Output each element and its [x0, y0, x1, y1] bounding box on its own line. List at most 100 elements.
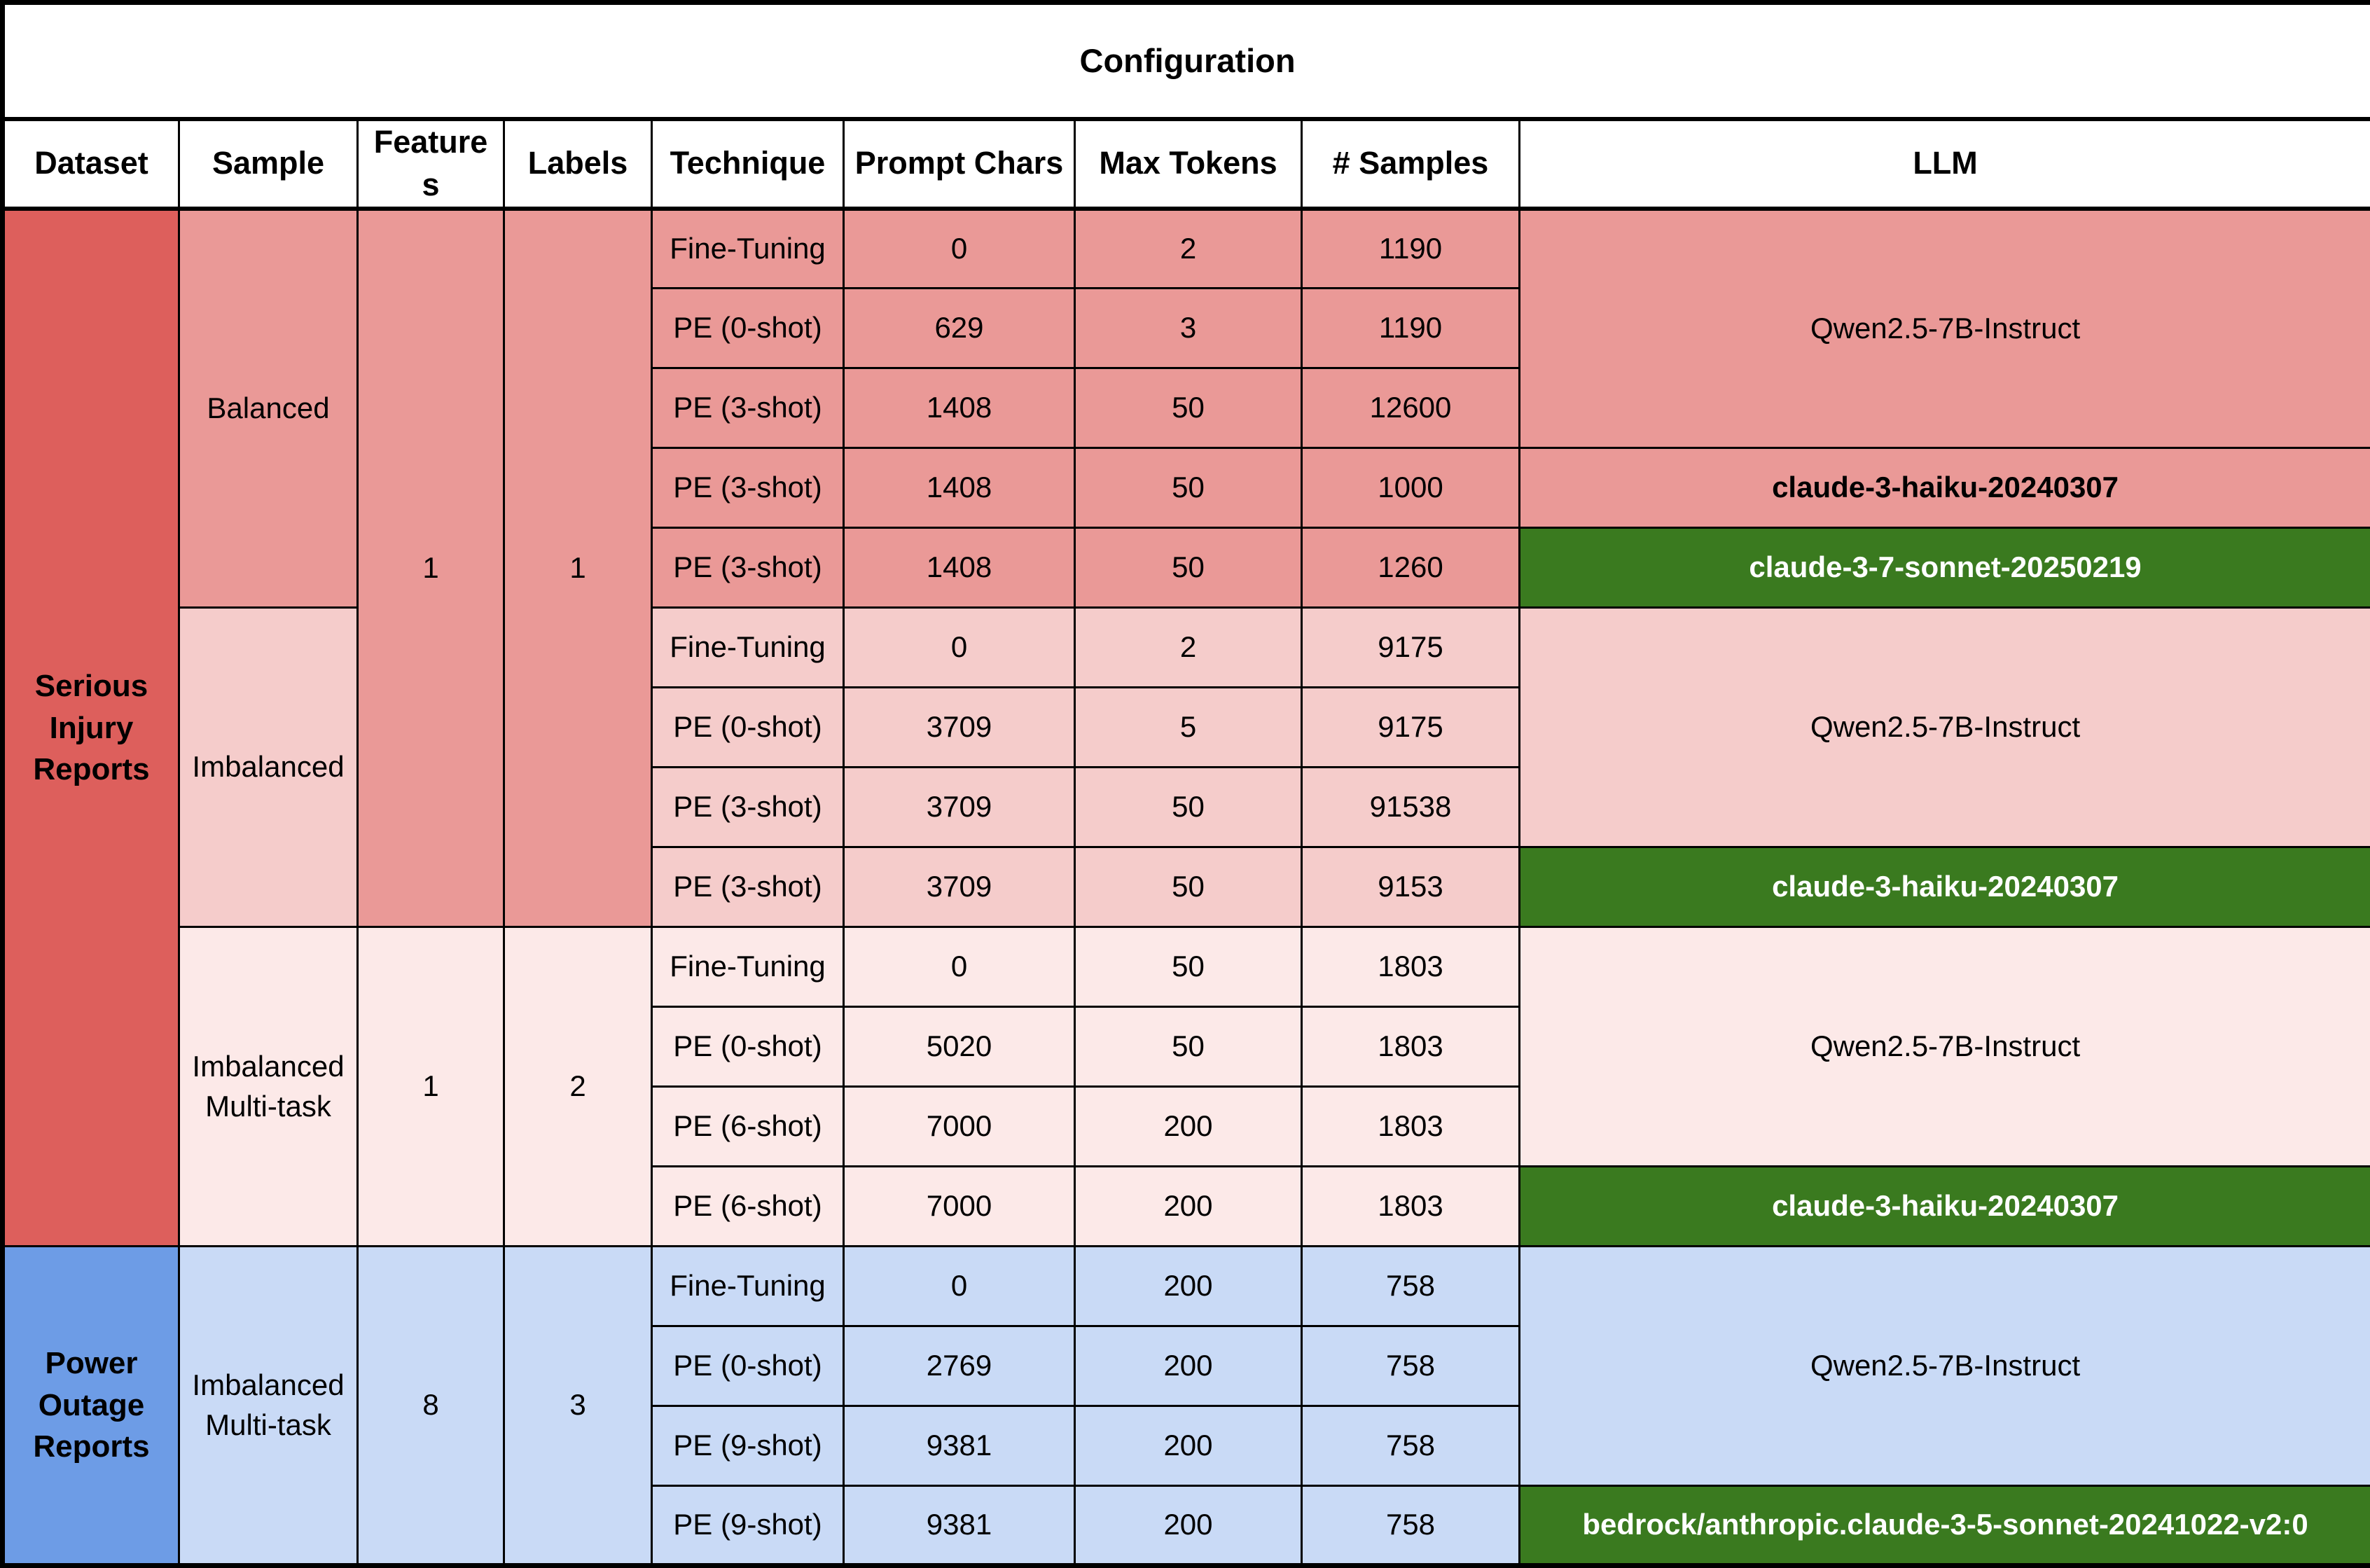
- table-title: Configuration: [3, 3, 2370, 120]
- num-samples-cell: 1803: [1302, 1167, 1520, 1247]
- prompt-chars-cell: 1408: [844, 368, 1075, 448]
- prompt-chars-cell: 3709: [844, 688, 1075, 768]
- column-header-num-samples: # Samples: [1302, 119, 1520, 209]
- llm-cell: Qwen2.5-7B-Instruct: [1520, 608, 2370, 847]
- prompt-chars-cell: 0: [844, 1247, 1075, 1326]
- technique-cell: Fine-Tuning: [652, 608, 844, 688]
- prompt-chars-cell: 629: [844, 289, 1075, 368]
- llm-cell-highlighted: claude-3-7-sonnet-20250219: [1520, 528, 2370, 608]
- max-tokens-cell: 200: [1075, 1406, 1302, 1486]
- technique-cell: PE (6-shot): [652, 1167, 844, 1247]
- num-samples-cell: 758: [1302, 1486, 1520, 1566]
- num-samples-cell: 1260: [1302, 528, 1520, 608]
- prompt-chars-cell: 3709: [844, 768, 1075, 847]
- prompt-chars-cell: 9381: [844, 1486, 1075, 1566]
- technique-cell: PE (0-shot): [652, 688, 844, 768]
- prompt-chars-cell: 1408: [844, 528, 1075, 608]
- max-tokens-cell: 5: [1075, 688, 1302, 768]
- technique-cell: PE (0-shot): [652, 289, 844, 368]
- max-tokens-cell: 50: [1075, 448, 1302, 528]
- column-header-llm: LLM: [1520, 119, 2370, 209]
- column-header-sample: Sample: [179, 119, 358, 209]
- prompt-chars-cell: 3709: [844, 847, 1075, 927]
- max-tokens-cell: 50: [1075, 1007, 1302, 1087]
- sample-cell-imbalanced-multitask: Imbalanced Multi-task: [179, 927, 358, 1247]
- prompt-chars-cell: 9381: [844, 1406, 1075, 1486]
- num-samples-cell: 758: [1302, 1247, 1520, 1326]
- technique-cell: PE (3-shot): [652, 448, 844, 528]
- technique-cell: PE (3-shot): [652, 368, 844, 448]
- sample-cell-imbalanced: Imbalanced: [179, 608, 358, 927]
- dataset-cell-serious-injury: Serious Injury Reports: [3, 209, 179, 1247]
- llm-cell-highlighted: bedrock/anthropic.claude-3-5-sonnet-2024…: [1520, 1486, 2370, 1566]
- prompt-chars-cell: 7000: [844, 1087, 1075, 1167]
- llm-cell: Qwen2.5-7B-Instruct: [1520, 1247, 2370, 1486]
- num-samples-cell: 9153: [1302, 847, 1520, 927]
- num-samples-cell: 1803: [1302, 927, 1520, 1007]
- labels-cell: 2: [504, 927, 652, 1247]
- table-row: Power Outage Reports Imbalanced Multi-ta…: [3, 1247, 2370, 1326]
- table-row: Imbalanced Multi-task 1 2 Fine-Tuning 0 …: [3, 927, 2370, 1007]
- max-tokens-cell: 2: [1075, 209, 1302, 289]
- llm-cell: Qwen2.5-7B-Instruct: [1520, 209, 2370, 448]
- labels-cell: 3: [504, 1247, 652, 1566]
- num-samples-cell: 91538: [1302, 768, 1520, 847]
- llm-cell: Qwen2.5-7B-Instruct: [1520, 927, 2370, 1167]
- technique-cell: Fine-Tuning: [652, 927, 844, 1007]
- technique-cell: PE (3-shot): [652, 768, 844, 847]
- max-tokens-cell: 200: [1075, 1486, 1302, 1566]
- column-header-prompt-chars: Prompt Chars: [844, 119, 1075, 209]
- num-samples-cell: 1803: [1302, 1087, 1520, 1167]
- features-cell: 1: [358, 209, 504, 927]
- technique-cell: PE (0-shot): [652, 1326, 844, 1406]
- technique-cell: PE (9-shot): [652, 1406, 844, 1486]
- column-header-max-tokens: Max Tokens: [1075, 119, 1302, 209]
- prompt-chars-cell: 7000: [844, 1167, 1075, 1247]
- max-tokens-cell: 2: [1075, 608, 1302, 688]
- column-header-row: Dataset Sample Features Labels Technique…: [3, 119, 2370, 209]
- max-tokens-cell: 50: [1075, 768, 1302, 847]
- max-tokens-cell: 50: [1075, 368, 1302, 448]
- num-samples-cell: 9175: [1302, 608, 1520, 688]
- sample-cell-imbalanced-multitask: Imbalanced Multi-task: [179, 1247, 358, 1566]
- technique-cell: PE (9-shot): [652, 1486, 844, 1566]
- technique-cell: PE (0-shot): [652, 1007, 844, 1087]
- llm-cell-highlighted: claude-3-haiku-20240307: [1520, 1167, 2370, 1247]
- llm-cell: claude-3-haiku-20240307: [1520, 448, 2370, 528]
- max-tokens-cell: 50: [1075, 847, 1302, 927]
- num-samples-cell: 758: [1302, 1406, 1520, 1486]
- num-samples-cell: 1803: [1302, 1007, 1520, 1087]
- num-samples-cell: 1000: [1302, 448, 1520, 528]
- max-tokens-cell: 50: [1075, 528, 1302, 608]
- column-header-technique: Technique: [652, 119, 844, 209]
- sample-cell-balanced: Balanced: [179, 209, 358, 608]
- num-samples-cell: 758: [1302, 1326, 1520, 1406]
- max-tokens-cell: 200: [1075, 1326, 1302, 1406]
- prompt-chars-cell: 5020: [844, 1007, 1075, 1087]
- prompt-chars-cell: 1408: [844, 448, 1075, 528]
- max-tokens-cell: 50: [1075, 927, 1302, 1007]
- column-header-labels: Labels: [504, 119, 652, 209]
- table-row: Serious Injury Reports Balanced 1 1 Fine…: [3, 209, 2370, 289]
- dataset-cell-power-outage: Power Outage Reports: [3, 1247, 179, 1566]
- technique-cell: PE (3-shot): [652, 528, 844, 608]
- prompt-chars-cell: 0: [844, 608, 1075, 688]
- features-cell: 1: [358, 927, 504, 1247]
- column-header-features: Features: [358, 119, 504, 209]
- llm-cell-highlighted: claude-3-haiku-20240307: [1520, 847, 2370, 927]
- max-tokens-cell: 200: [1075, 1167, 1302, 1247]
- features-cell: 8: [358, 1247, 504, 1566]
- max-tokens-cell: 3: [1075, 289, 1302, 368]
- num-samples-cell: 12600: [1302, 368, 1520, 448]
- technique-cell: Fine-Tuning: [652, 1247, 844, 1326]
- prompt-chars-cell: 0: [844, 927, 1075, 1007]
- table-title-row: Configuration: [3, 3, 2370, 120]
- technique-cell: PE (3-shot): [652, 847, 844, 927]
- prompt-chars-cell: 2769: [844, 1326, 1075, 1406]
- prompt-chars-cell: 0: [844, 209, 1075, 289]
- num-samples-cell: 9175: [1302, 688, 1520, 768]
- max-tokens-cell: 200: [1075, 1247, 1302, 1326]
- num-samples-cell: 1190: [1302, 289, 1520, 368]
- labels-cell: 1: [504, 209, 652, 927]
